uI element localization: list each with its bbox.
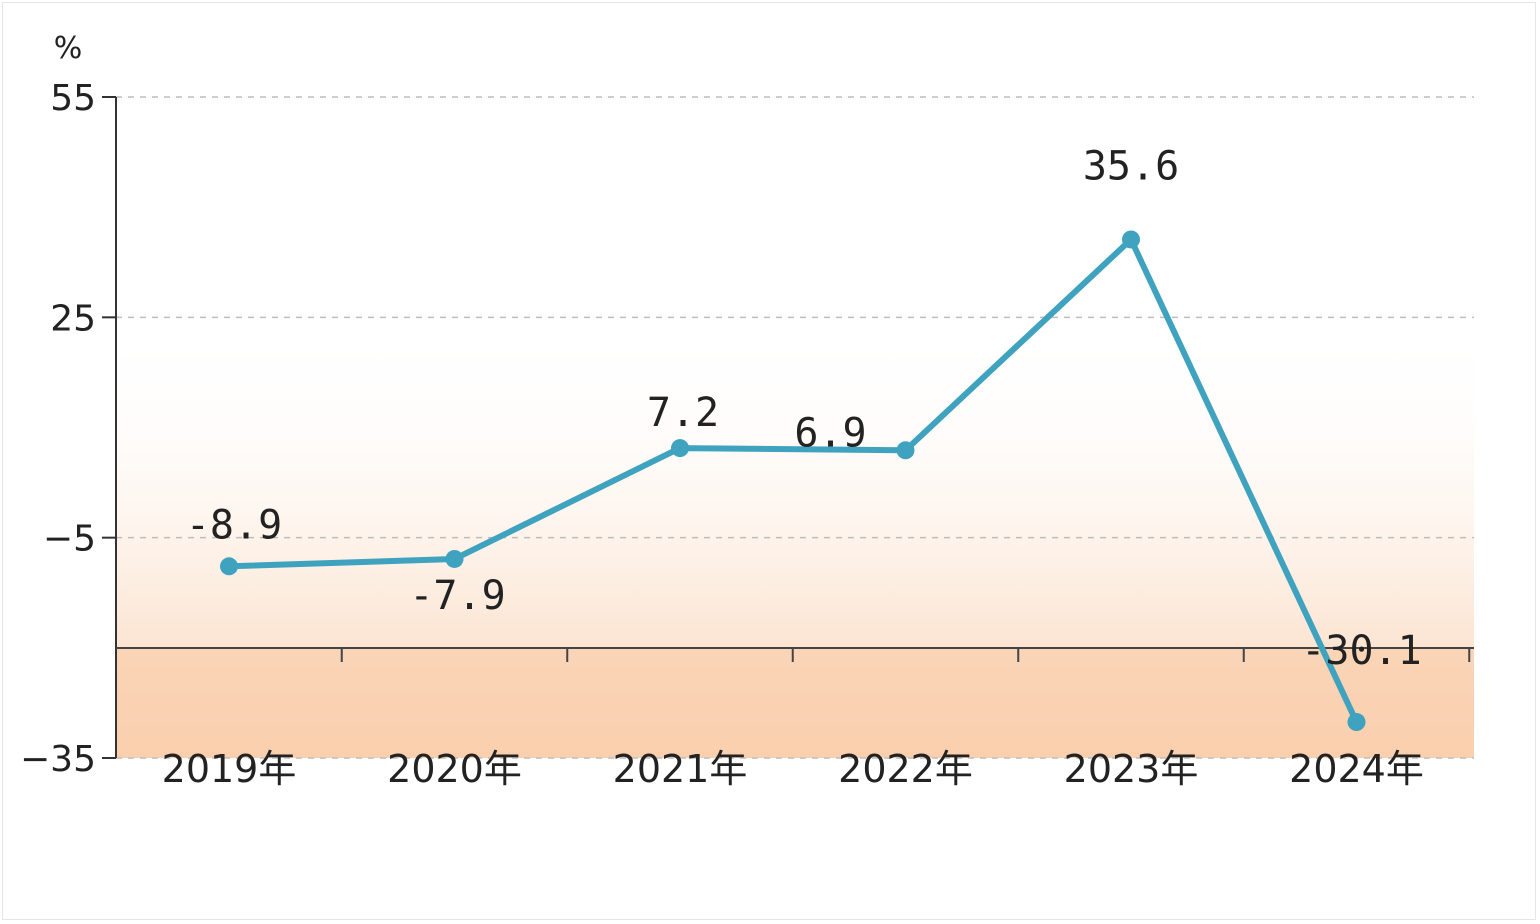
data-point	[671, 439, 689, 458]
x-tick-label: 2023年	[1064, 747, 1199, 791]
x-tick-label: 2021年	[613, 747, 748, 791]
data-label: 6.9	[794, 410, 866, 456]
x-tick-label: 2019年	[162, 747, 297, 791]
data-point	[1347, 713, 1366, 732]
y-tick-label: 25	[50, 298, 96, 339]
data-label: -8.9	[186, 502, 282, 548]
data-label: 35.6	[1083, 143, 1179, 189]
y-tick-label: −35	[20, 739, 96, 780]
data-label: -7.9	[409, 573, 505, 619]
data-point	[220, 557, 238, 576]
x-tick-label: 2024年	[1289, 747, 1424, 791]
data-label: 7.2	[647, 390, 719, 436]
data-point	[1122, 230, 1140, 249]
series-line	[226, 236, 1360, 726]
x-tick-label: 2022年	[838, 747, 973, 791]
data-label: -30.1	[1301, 628, 1421, 674]
y-tick-label: 55	[50, 78, 96, 119]
background-lower-band	[116, 648, 1474, 758]
y-unit-label: %	[54, 31, 83, 66]
x-tick-label: 2020年	[387, 747, 522, 791]
y-tick-label: −5	[43, 519, 96, 560]
data-point	[445, 549, 464, 568]
data-point	[896, 441, 915, 460]
